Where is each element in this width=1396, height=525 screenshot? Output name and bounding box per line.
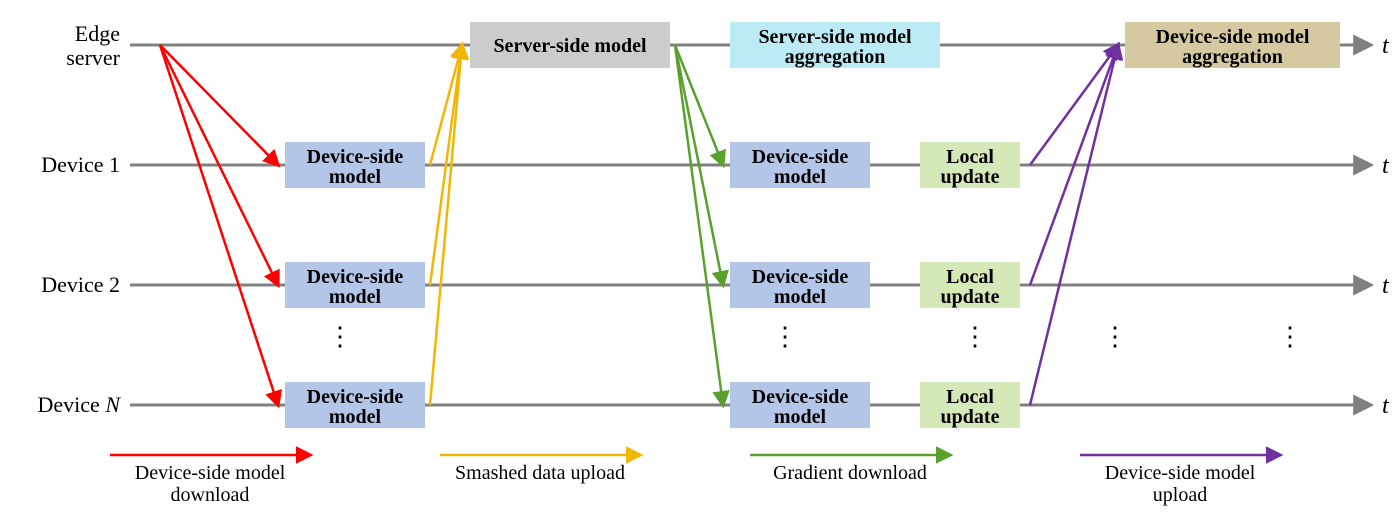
svg-text:model: model [774, 286, 827, 308]
box-local_update_fill-8: Localupdate [920, 142, 1020, 188]
svg-text:aggregation: aggregation [1182, 46, 1283, 68]
box-device_agg_fill-11: Device-side modelaggregation [1125, 22, 1340, 68]
svg-text:Device-side: Device-side [752, 266, 849, 288]
legend-label-arrow_gradient: Gradient download [773, 462, 927, 484]
arrow-arrow_upload-11 [1030, 45, 1118, 405]
svg-text:update: update [941, 406, 1000, 428]
svg-text:aggregation: aggregation [785, 46, 886, 68]
box-device_box_fill-5: Device-sidemodel [730, 142, 870, 188]
box-server_box_fill-3: Server-side model [470, 22, 670, 68]
row-label-dev1: Device 1 [41, 152, 120, 177]
svg-text:Device-side model: Device-side model [1156, 26, 1310, 48]
row-label-dev2: Device 2 [41, 272, 120, 297]
axis-label-t-devN: t [1382, 393, 1390, 419]
axis-label-t-server: t [1382, 33, 1390, 59]
svg-text:model: model [329, 286, 382, 308]
svg-text:Local: Local [946, 266, 994, 288]
svg-text:model: model [774, 166, 827, 188]
arrow-arrow_smashed-5 [430, 45, 462, 405]
box-device_box_fill-1: Device-sidemodel [285, 262, 425, 308]
svg-text:Device-side: Device-side [307, 146, 404, 168]
legend-label-arrow_smashed: Smashed data upload [455, 462, 625, 484]
svg-text:Device-side: Device-side [307, 386, 404, 408]
row-label-server-2: server [66, 45, 120, 70]
row-label-devN: Device N [38, 392, 122, 417]
svg-text:model: model [329, 406, 382, 428]
svg-text:model: model [774, 406, 827, 428]
box-device_box_fill-7: Device-sidemodel [730, 382, 870, 428]
svg-text:Device-side: Device-side [752, 386, 849, 408]
legend-label-arrow_download: Device-side model [135, 462, 286, 484]
axis-label-t-dev1: t [1382, 153, 1390, 179]
svg-text:Local: Local [946, 146, 994, 168]
box-local_update_fill-10: Localupdate [920, 382, 1020, 428]
svg-text:Device-side: Device-side [752, 146, 849, 168]
arrow-arrow_upload-9 [1030, 45, 1118, 165]
svg-text:model: model [329, 166, 382, 188]
vdots-0: ⋮ [327, 322, 353, 351]
legend-label-arrow_upload-2: upload [1153, 484, 1207, 506]
vdots-4: ⋮ [1277, 322, 1303, 351]
svg-text:Device-side: Device-side [307, 266, 404, 288]
box-local_update_fill-9: Localupdate [920, 262, 1020, 308]
row-label-server: Edge [75, 21, 120, 46]
arrow-arrow_download-2 [160, 45, 278, 405]
legend-label-arrow_upload: Device-side model [1105, 462, 1256, 484]
split-fl-timeline-diagram: Edgeserver t Device 1 t Device 2 t Device N t De… [10, 10, 1396, 515]
arrow-arrow_download-0 [160, 45, 278, 165]
box-device_box_fill-2: Device-sidemodel [285, 382, 425, 428]
arrow-arrow_gradient-8 [675, 45, 723, 405]
box-server_agg_fill-4: Server-side modelaggregation [730, 22, 940, 68]
svg-text:update: update [941, 166, 1000, 188]
svg-text:Local: Local [946, 386, 994, 408]
svg-text:Server-side model: Server-side model [493, 35, 647, 57]
svg-text:Server-side model: Server-side model [758, 26, 912, 48]
vdots-3: ⋮ [1102, 322, 1128, 351]
vdots-2: ⋮ [962, 322, 988, 351]
svg-text:update: update [941, 286, 1000, 308]
box-device_box_fill-0: Device-sidemodel [285, 142, 425, 188]
axis-label-t-dev2: t [1382, 273, 1390, 299]
legend-label-arrow_download-2: download [171, 484, 250, 506]
vdots-1: ⋮ [772, 322, 798, 351]
box-device_box_fill-6: Device-sidemodel [730, 262, 870, 308]
